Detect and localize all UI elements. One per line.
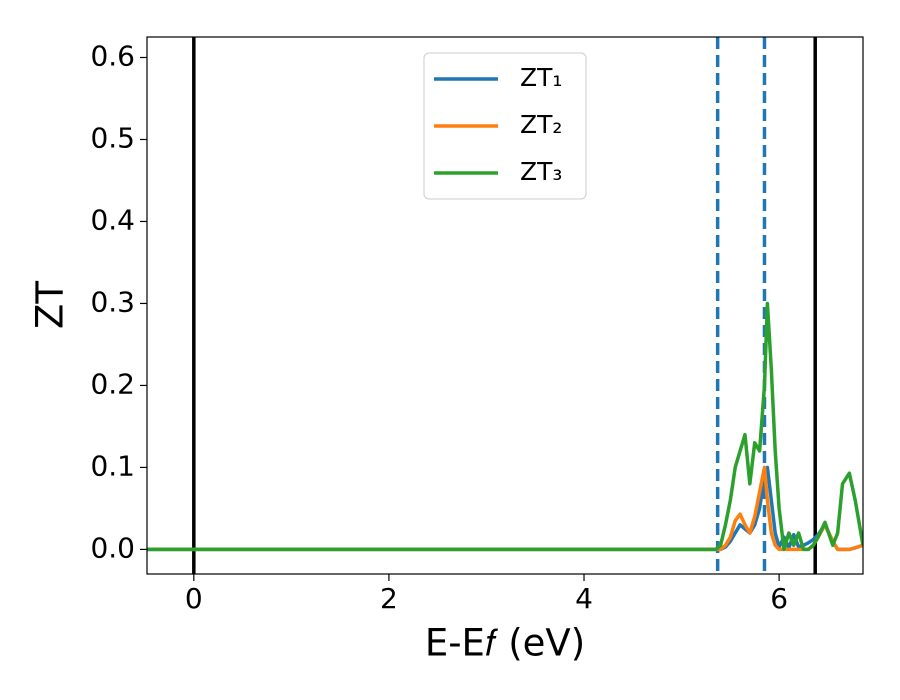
y-tick-label: 0.1 — [90, 449, 135, 482]
y-tick-label: 0.2 — [90, 367, 135, 400]
legend-box — [423, 52, 587, 200]
y-tick-label: 0.6 — [90, 39, 135, 72]
x-tick-label: 4 — [575, 582, 593, 615]
y-tick-label: 0.3 — [90, 285, 135, 318]
plot-area — [147, 37, 863, 574]
y-tick-label: 0.0 — [90, 531, 135, 564]
y-axis-label: ZT — [29, 281, 72, 329]
x-tick-label: 0 — [185, 582, 203, 615]
y-tick-label: 0.5 — [90, 121, 135, 154]
series-line — [147, 301, 863, 552]
series-line — [147, 465, 863, 552]
x-tick-label: 2 — [380, 582, 398, 615]
plot-frame — [146, 36, 864, 575]
x-axis-label: E-E𝑓 (eV) — [425, 622, 585, 665]
legend-label: ZT₃ — [520, 157, 562, 186]
legend-label: ZT₂ — [520, 110, 562, 139]
x-tick-label: 6 — [770, 582, 788, 615]
y-tick-label: 0.4 — [90, 203, 135, 236]
legend-label: ZT₁ — [520, 63, 562, 92]
